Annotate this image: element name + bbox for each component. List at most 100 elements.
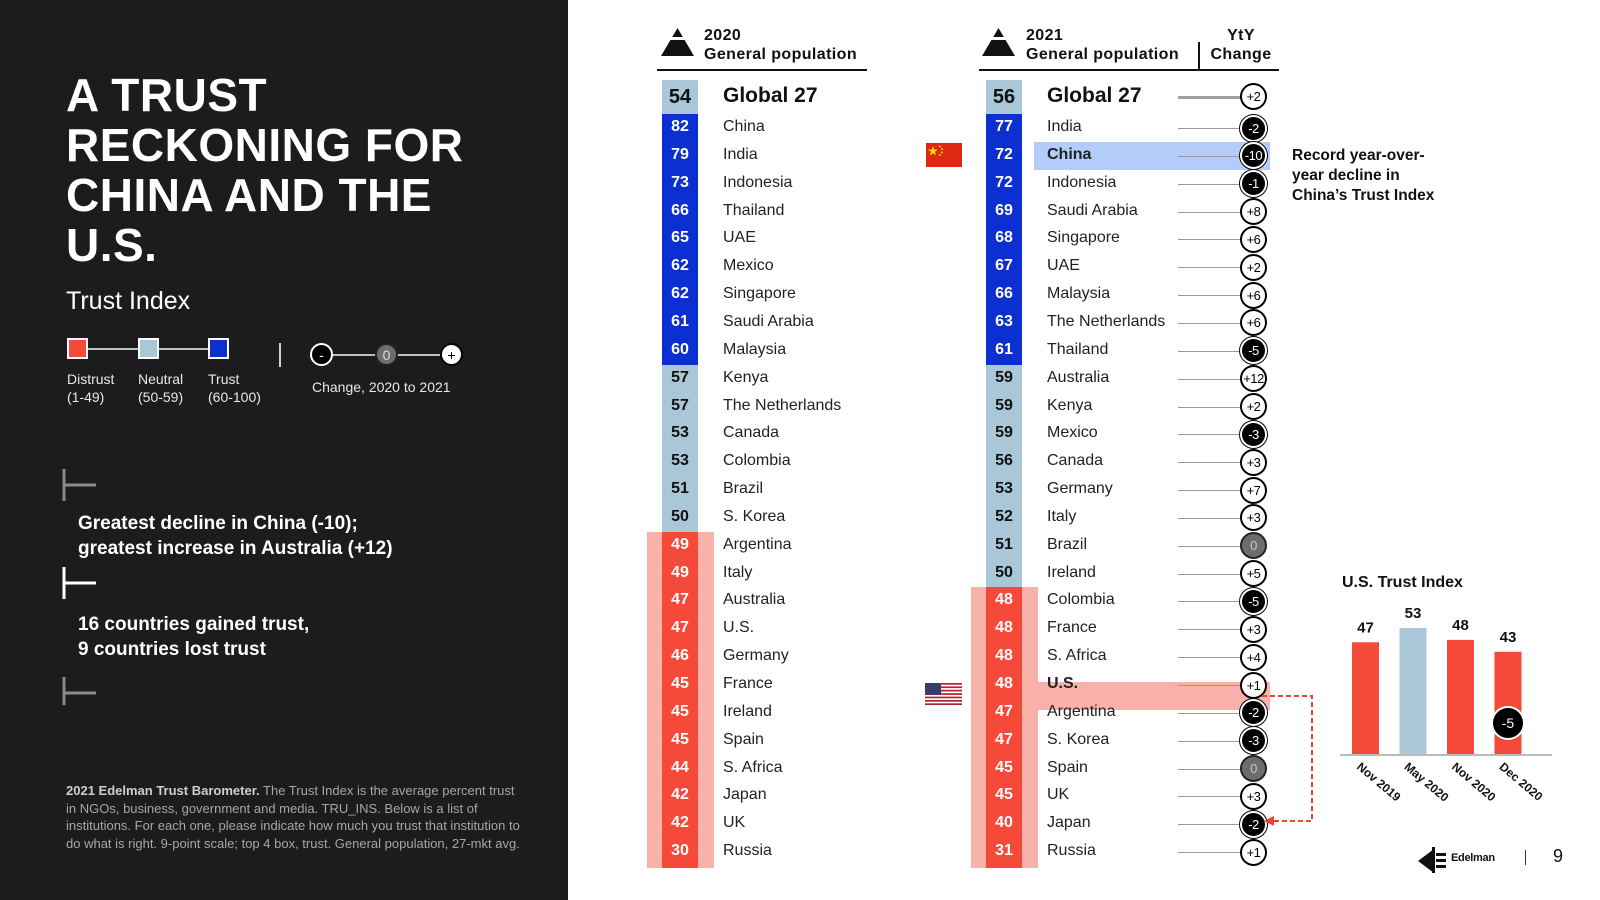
country-label-france: France xyxy=(723,675,773,692)
distrust-core-band xyxy=(986,587,1022,869)
country-label-indonesia: Indonesia xyxy=(723,173,793,191)
neutral-swatch xyxy=(138,338,159,359)
country-label-russia: Russia xyxy=(1047,842,1096,860)
score-cell: 54 xyxy=(668,86,692,108)
col2020-header: 2020 General population xyxy=(704,26,857,64)
score-cell: 59 xyxy=(995,396,1013,414)
score-cell: 45 xyxy=(671,730,689,748)
x-tick-label: Nov 2019 xyxy=(1354,760,1404,805)
connector-line xyxy=(1178,462,1242,464)
bar-value-label: 53 xyxy=(1405,605,1422,622)
left-panel: A TRUST RECKONING FOR CHINA AND THE U.S.… xyxy=(0,0,568,900)
country-label-global-27: Global 27 xyxy=(1047,84,1142,107)
score-cell: 45 xyxy=(995,786,1013,804)
country-label-uae: UAE xyxy=(723,229,756,247)
country-label-singapore: Singapore xyxy=(1047,229,1120,247)
us-chart-title: U.S. Trust Index xyxy=(1342,574,1463,591)
callout-greatest-change: Greatest decline in China (-10); greates… xyxy=(78,513,393,559)
x-tick-label: Dec 2020 xyxy=(1497,760,1546,804)
score-cell: 30 xyxy=(671,842,689,860)
bar-value-label: 48 xyxy=(1452,617,1469,634)
country-label-japan: Japan xyxy=(1047,814,1091,832)
country-label-mexico: Mexico xyxy=(723,257,774,275)
country-label-colombia: Colombia xyxy=(723,452,791,470)
change-circle: 0 xyxy=(1240,532,1267,560)
connector-line xyxy=(1178,378,1242,380)
connector-line xyxy=(1178,796,1242,798)
distrust-swatch xyxy=(67,338,88,359)
country-label-spain: Spain xyxy=(723,730,764,748)
distrust-core-band xyxy=(662,531,698,869)
distrust-label: Distrust (1-49) xyxy=(67,371,115,405)
score-cell: 59 xyxy=(995,424,1013,442)
bar-value-label: 47 xyxy=(1357,619,1374,636)
change-circle: +5 xyxy=(1240,560,1267,588)
country-label-canada: Canada xyxy=(723,424,780,442)
col2021-header: 2021 General population xyxy=(1026,26,1179,64)
bar-nov-2020 xyxy=(1447,639,1474,754)
country-label-the-netherlands: The Netherlands xyxy=(723,396,842,414)
country-label-japan: Japan xyxy=(723,786,767,804)
connector-line xyxy=(1178,573,1242,575)
score-cell: 63 xyxy=(995,312,1013,330)
callout-bracket xyxy=(62,469,96,705)
change-circle: +3 xyxy=(1240,782,1267,810)
neutral-band xyxy=(662,80,698,114)
change-circle: -5 xyxy=(1240,587,1267,615)
change-circle: +4 xyxy=(1240,643,1267,671)
china-flag-icon xyxy=(926,143,962,167)
us-row-highlight xyxy=(1034,682,1270,710)
country-label-malaysia: Malaysia xyxy=(1047,285,1111,303)
connector-line xyxy=(1178,322,1242,324)
yty-header: YtY Change xyxy=(1210,27,1272,63)
footnote: 2021 Edelman Trust Barometer. The Trust … xyxy=(66,782,528,852)
score-cell: 48 xyxy=(995,619,1013,637)
score-cell: 56 xyxy=(995,452,1013,470)
score-cell: 49 xyxy=(671,563,689,581)
trust-band xyxy=(662,114,698,365)
score-cell: 61 xyxy=(671,312,689,330)
score-cell: 59 xyxy=(995,368,1013,386)
neutral-band xyxy=(986,364,1022,588)
score-cell: 68 xyxy=(995,229,1013,247)
connector-line xyxy=(1178,128,1242,129)
score-cell: 79 xyxy=(671,145,689,163)
score-cell: 62 xyxy=(671,285,689,303)
score-cell: 45 xyxy=(671,675,689,692)
score-cell: 66 xyxy=(671,201,689,219)
country-label-ireland: Ireland xyxy=(1047,563,1096,581)
page-separator xyxy=(1525,850,1526,865)
trust-swatch xyxy=(208,338,229,359)
connector-line xyxy=(1178,490,1242,492)
page-title: A TRUST RECKONING FOR CHINA AND THE U.S. xyxy=(66,69,464,271)
connector-line xyxy=(1178,517,1242,519)
score-cell: 31 xyxy=(995,842,1013,860)
connector-line xyxy=(1178,657,1242,659)
footnote-source: 2021 Edelman Trust Barometer. xyxy=(66,783,260,798)
change-circle: +3 xyxy=(1240,615,1267,643)
country-label-thailand: Thailand xyxy=(723,201,785,219)
yty-divider xyxy=(1198,42,1200,69)
connector-line xyxy=(1178,239,1242,241)
score-cell: 44 xyxy=(671,758,689,776)
change-circle: -2 xyxy=(1240,699,1267,727)
connector-line xyxy=(1178,852,1242,854)
neutral-label: Neutral (50-59) xyxy=(138,371,184,405)
change-circle: +6 xyxy=(1240,309,1267,337)
us-flag-icon xyxy=(925,683,962,705)
us-trust-bar-chart: 47 Nov 2019 53 May 2020 48 Nov 2020 43 Dec 2020… xyxy=(1340,605,1552,805)
score-cell: 46 xyxy=(671,647,689,665)
score-cell: 53 xyxy=(995,480,1013,498)
score-cell: 57 xyxy=(671,368,689,386)
score-cell: 69 xyxy=(995,201,1013,219)
score-cell: 47 xyxy=(995,702,1013,720)
score-cell: 48 xyxy=(995,591,1013,609)
change-circle: +3 xyxy=(1240,504,1267,532)
country-label-s-korea: S. Korea xyxy=(723,507,786,525)
change-circle: +8 xyxy=(1240,198,1267,226)
decline-circle-icon xyxy=(1491,706,1525,740)
col2020-rule xyxy=(657,69,867,71)
us-uk-arrow xyxy=(1262,695,1313,826)
score-cell: 42 xyxy=(671,814,689,832)
score-cell: 50 xyxy=(995,563,1013,581)
